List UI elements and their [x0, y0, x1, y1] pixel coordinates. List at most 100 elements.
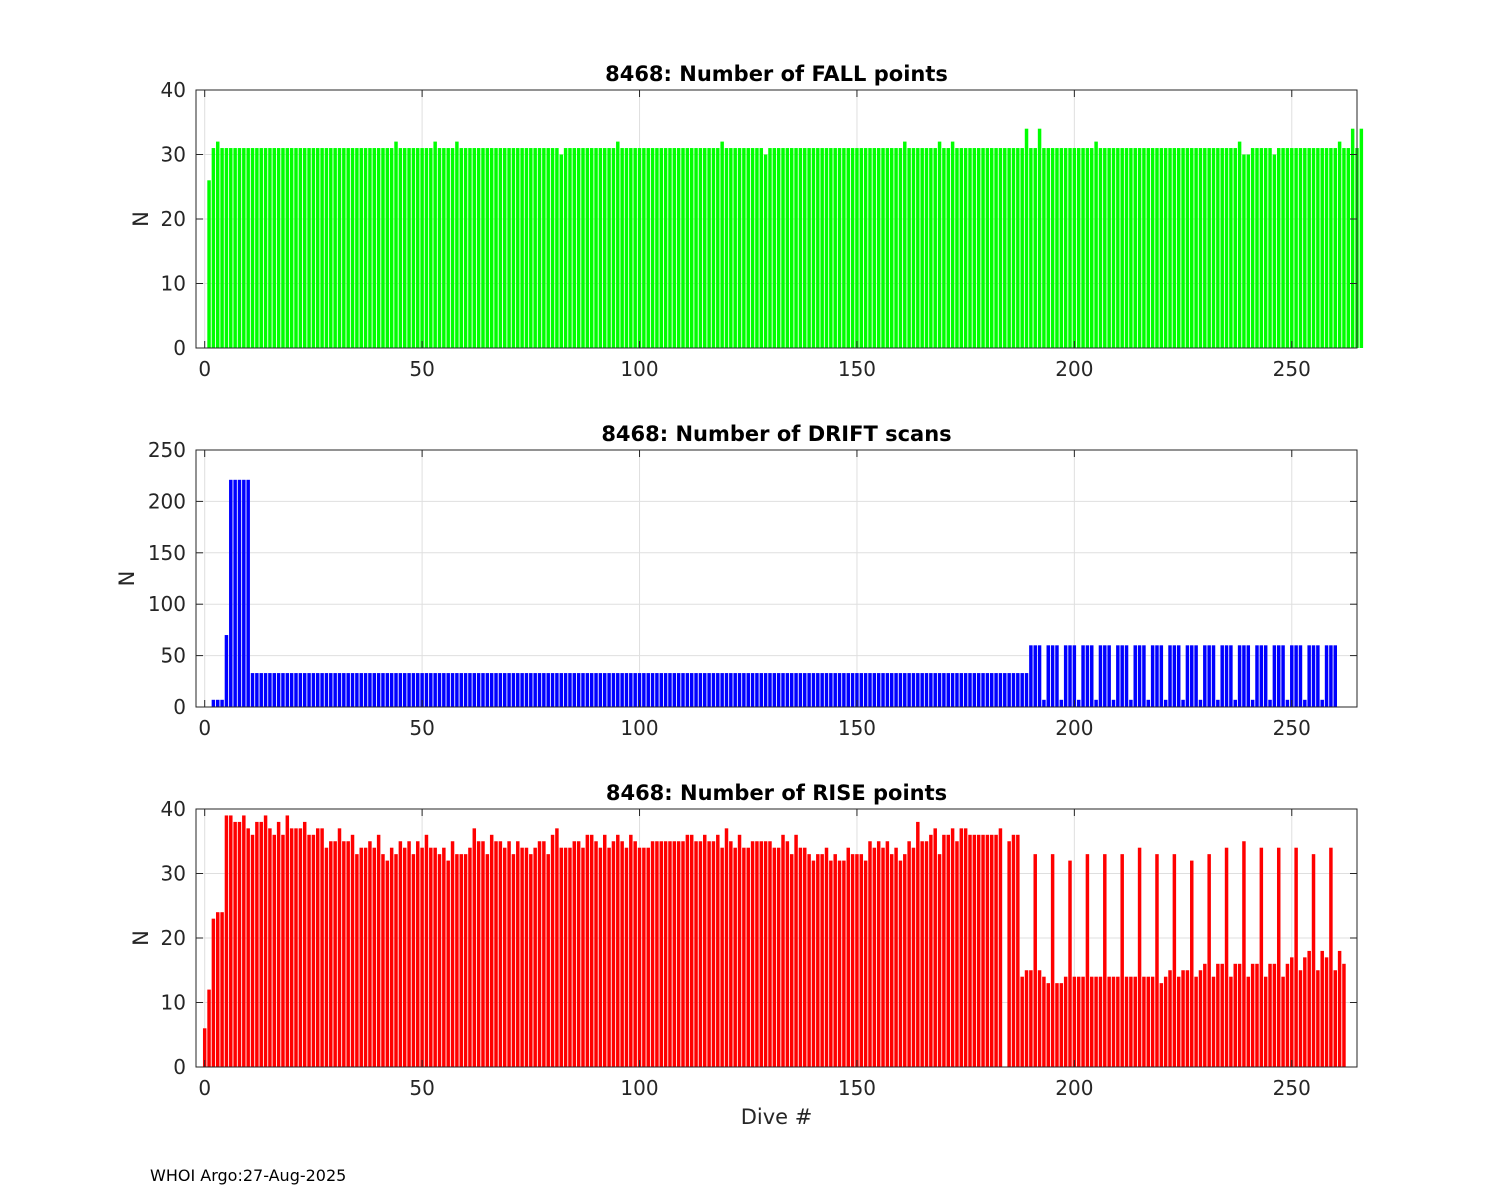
rise-x-axis-label: Dive # — [741, 1105, 813, 1129]
fall-x-tick-label: 50 — [409, 357, 434, 381]
fall-bar — [685, 148, 690, 348]
fall-x-tick-label: 150 — [838, 357, 876, 381]
drift-y-axis-label: N — [115, 571, 139, 587]
drift-bar — [685, 673, 690, 707]
rise-bar — [220, 912, 224, 1067]
rise-bar — [233, 821, 237, 1067]
fall-bar — [563, 148, 568, 348]
drift-bar — [659, 673, 664, 707]
fall-bar — [998, 148, 1003, 348]
rise-bar — [724, 828, 729, 1067]
drift-bar — [224, 635, 229, 707]
fall-bar — [407, 148, 411, 348]
drift-bar — [794, 673, 798, 707]
drift-bar — [720, 673, 724, 707]
fall-bar — [511, 148, 516, 348]
drift-bar — [1081, 645, 1085, 707]
fall-chart-title: 8468: Number of FALL points — [605, 62, 948, 86]
fall-bar — [1085, 148, 1090, 348]
fall-bar — [589, 148, 594, 348]
drift-bar — [1255, 645, 1259, 707]
rise-bar — [1307, 950, 1311, 1067]
drift-bar — [307, 673, 311, 707]
drift-bar — [1307, 645, 1311, 707]
fall-bar — [1311, 148, 1316, 348]
rise-bar — [1081, 976, 1085, 1067]
fall-bar — [816, 148, 820, 348]
drift-bar — [363, 673, 368, 707]
drift-bar — [924, 673, 929, 707]
drift-bar — [1185, 645, 1190, 707]
rise-bar — [1046, 983, 1051, 1067]
rise-bar — [211, 918, 216, 1067]
drift-bar — [1203, 645, 1207, 707]
drift-bar — [1333, 645, 1337, 707]
drift-bar — [298, 673, 303, 707]
fall-y-tick-label: 30 — [161, 143, 186, 167]
drift-bar — [333, 673, 337, 707]
rise-bar — [1281, 976, 1285, 1067]
fall-bar — [663, 148, 668, 348]
rise-bar — [976, 834, 981, 1067]
rise-bar — [1111, 976, 1116, 1067]
rise-bar — [911, 847, 916, 1067]
fall-bar — [959, 148, 964, 348]
drift-bar — [868, 673, 872, 707]
rise-bar — [376, 834, 381, 1067]
drift-bar — [1224, 645, 1229, 707]
rise-bar — [1016, 834, 1020, 1067]
drift-bar — [881, 673, 885, 707]
drift-bar — [837, 673, 842, 707]
fall-bar — [894, 148, 898, 348]
rise-bar — [450, 841, 455, 1067]
fall-y-tick-label: 10 — [161, 272, 186, 296]
rise-bar — [429, 847, 433, 1067]
rise-bar — [1285, 963, 1290, 1067]
fall-bar — [629, 148, 633, 348]
fall-bar — [389, 148, 394, 348]
fall-bar — [211, 148, 216, 348]
fall-bar — [285, 148, 290, 348]
rise-bar — [850, 854, 855, 1067]
drift-bar — [346, 673, 350, 707]
fall-bar — [581, 148, 585, 348]
rise-bar — [894, 847, 898, 1067]
drift-bar — [1237, 645, 1242, 707]
rise-bar — [433, 847, 437, 1067]
rise-bar — [1311, 854, 1316, 1067]
fall-bar — [1190, 148, 1194, 348]
drift-bar — [1068, 645, 1072, 707]
fall-bar — [346, 148, 350, 348]
fall-bar — [363, 148, 368, 348]
rise-bar — [1142, 976, 1146, 1067]
fall-bar — [1046, 148, 1051, 348]
rise-bar — [1233, 963, 1237, 1067]
fall-bar — [1063, 148, 1068, 348]
drift-bar — [598, 673, 603, 707]
drift-bar — [1303, 699, 1307, 707]
drift-bar — [859, 673, 864, 707]
fall-bar — [724, 148, 729, 348]
fall-bar — [529, 148, 533, 348]
fall-bar — [637, 148, 642, 348]
rise-bar — [585, 834, 590, 1067]
fall-bar — [481, 148, 485, 348]
drift-bar — [863, 673, 868, 707]
rise-bar — [846, 847, 850, 1067]
drift-bar — [1072, 645, 1077, 707]
fall-bar — [1024, 128, 1029, 348]
rise-y-tick-label: 0 — [173, 1055, 186, 1079]
drift-bar — [220, 699, 224, 707]
drift-bar — [211, 699, 216, 707]
rise-x-tick-label: 100 — [620, 1076, 658, 1100]
rise-bar — [776, 847, 781, 1067]
drift-bar — [1281, 645, 1285, 707]
drift-bar — [968, 673, 972, 707]
drift-bar — [820, 673, 824, 707]
fall-bar — [398, 148, 403, 348]
drift-bar — [533, 673, 537, 707]
rise-bar — [872, 847, 877, 1067]
fall-bar — [837, 148, 842, 348]
drift-bar — [311, 673, 316, 707]
fall-bar — [1129, 148, 1133, 348]
